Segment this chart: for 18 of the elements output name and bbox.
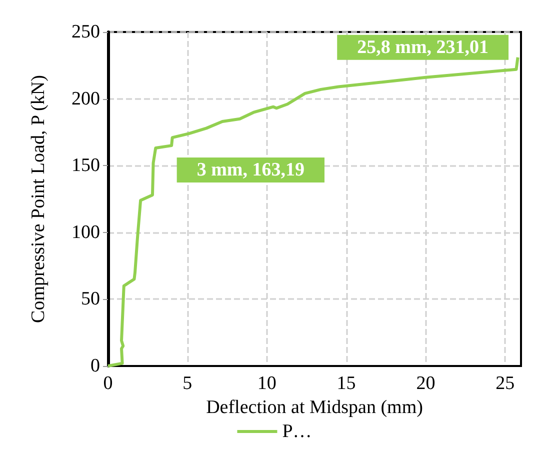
x-tick-label: 25 (496, 373, 515, 394)
y-tick-label: 100 (72, 222, 100, 243)
y-tick-label: 0 (90, 356, 100, 376)
annotation: 3 mm, 163,19 (196, 159, 304, 180)
legend-label: P… (282, 421, 312, 442)
y-tick-label: 50 (81, 288, 100, 310)
line-series (106, 56, 520, 368)
x-tick-label: 20 (416, 373, 436, 394)
annotation: 25,8 mm, 231,01 (357, 36, 489, 58)
x-tick-label: 15 (336, 373, 356, 394)
x-tick-label: 0 (103, 373, 113, 394)
x-axis-title: Deflection at Midspan (mm) (206, 397, 423, 418)
y-tick-label: 150 (72, 155, 100, 176)
x-tick-label: 10 (257, 373, 276, 394)
y-tick-label: 200 (72, 88, 100, 110)
y-tick-label: 250 (72, 22, 100, 42)
y-axis-title: Compressive Point Load, P (kN) (28, 75, 49, 323)
x-tick-label: 5 (182, 373, 192, 394)
